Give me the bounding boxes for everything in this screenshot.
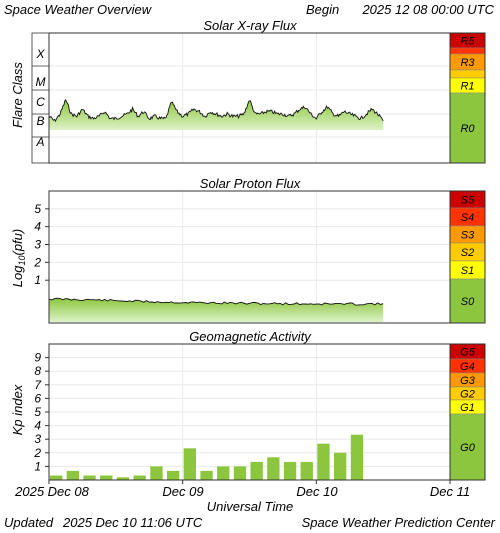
kp-bar	[233, 466, 247, 480]
kp-bar	[267, 457, 280, 480]
kp-bar	[133, 475, 146, 480]
proton-ylabel-base: 10	[17, 256, 27, 266]
scale-s3-label: S3	[461, 230, 475, 242]
geomag-ytick-label: 9	[34, 351, 41, 365]
x-tick-label-3: Dec 11	[430, 484, 470, 499]
kp-bar	[183, 448, 196, 480]
scale-g3-label: G3	[460, 375, 476, 387]
kp-bar	[217, 466, 230, 480]
geomag-ylabel: Kp index	[10, 384, 25, 435]
geomag-ytick-label: 6	[34, 391, 41, 405]
scale-s2-label: S2	[461, 247, 474, 259]
scale-g5-label: G5	[460, 347, 476, 359]
proton-flux-line	[48, 297, 384, 306]
proton-ylabel-unit: (pfu)	[10, 229, 25, 256]
x-tick-label-1: Dec 09	[162, 484, 203, 499]
proton-ytick-label: 2	[33, 255, 41, 269]
kp-bar	[50, 475, 63, 480]
xray-plot-area	[49, 33, 450, 163]
scale-s4-label: S4	[461, 212, 474, 224]
kp-bar	[200, 470, 213, 480]
begin-value: 2025 12 08 00:00 UTC	[361, 2, 494, 17]
geomag-ytick-label: 5	[34, 405, 41, 419]
proton-ylabel: Log10(pfu)	[10, 229, 27, 287]
scale-g0	[449, 413, 486, 481]
proton-panel-title: Solar Proton Flux	[200, 176, 301, 191]
scale-s0	[449, 278, 486, 324]
geomag-ytick-label: 3	[34, 432, 41, 446]
kp-bar	[83, 475, 96, 480]
x-axis-label: Universal Time	[207, 499, 294, 514]
kp-bar	[334, 452, 347, 480]
proton-flux-fill	[49, 298, 384, 322]
updated-value: 2025 Dec 10 11:06 UTC	[62, 515, 203, 530]
scale-r5-label: R5	[460, 36, 475, 48]
scale-s1-label: S1	[461, 265, 474, 277]
kp-bar	[300, 461, 313, 480]
proton-frame	[48, 190, 486, 324]
xray-class-label-M: M	[36, 75, 46, 89]
credit-text: Space Weather Prediction Center	[302, 515, 496, 530]
xray-ylabel: Flare Class	[10, 62, 25, 128]
xray-panel-title: Solar X-ray Flux	[203, 18, 297, 33]
proton-ylabel-log: Log	[10, 265, 25, 287]
kp-bar	[150, 466, 163, 480]
xray-class-label-A: A	[35, 135, 44, 149]
kp-bar	[317, 443, 330, 480]
page-title: Space Weather Overview	[4, 2, 153, 17]
scale-r1-label: R1	[460, 81, 474, 93]
geomag-ytick-label: 1	[34, 459, 41, 473]
geomag-frame	[48, 343, 486, 481]
scale-r4	[449, 47, 486, 55]
xray-class-label-B: B	[36, 114, 44, 128]
geomag-ytick-label: 2	[33, 446, 41, 460]
geomag-ytick-label: 4	[34, 419, 41, 433]
scale-g4-label: G4	[460, 361, 475, 373]
proton-ytick-label: 3	[34, 238, 41, 252]
proton-ytick-label: 1	[34, 273, 41, 287]
kp-bar	[350, 434, 364, 480]
updated-label: Updated	[4, 515, 54, 530]
proton-flux-panel: 1 2 3 4 5 S5 S4 S3 S2 S1 S0	[33, 190, 486, 324]
scale-g2-label: G2	[460, 389, 475, 401]
kp-bar	[283, 461, 297, 480]
kp-bar	[66, 470, 79, 480]
x-tick-label-2: Dec 10	[296, 484, 338, 499]
scale-r0	[449, 92, 486, 164]
geomag-ytick-label: 7	[34, 378, 42, 392]
xray-class-label-C: C	[36, 95, 45, 109]
scale-r0-label: R0	[460, 123, 475, 135]
kp-bar	[100, 475, 113, 480]
scale-s0-label: S0	[461, 296, 475, 308]
scale-g0-label: G0	[460, 442, 476, 454]
kp-bar	[116, 477, 130, 480]
xray-flux-line	[48, 98, 384, 123]
xray-frame	[48, 32, 486, 164]
xray-class-label-X: X	[35, 47, 45, 61]
geomag-panel-title: Geomagnetic Activity	[189, 329, 312, 344]
x-tick-label-0: 2025 Dec 08	[14, 484, 89, 499]
kp-bar	[167, 470, 180, 480]
scale-g1-label: G1	[460, 402, 475, 414]
scale-r3-label: R3	[460, 57, 475, 69]
begin-label: Begin	[306, 2, 339, 17]
xray-flux-fill	[49, 99, 384, 130]
proton-ytick-label: 4	[34, 220, 41, 234]
scale-s5-label: S5	[461, 195, 475, 207]
scale-r2	[449, 69, 486, 79]
kp-bar	[250, 461, 263, 480]
proton-ytick-label: 5	[34, 202, 41, 216]
geomag-ytick-label: 8	[34, 364, 41, 378]
